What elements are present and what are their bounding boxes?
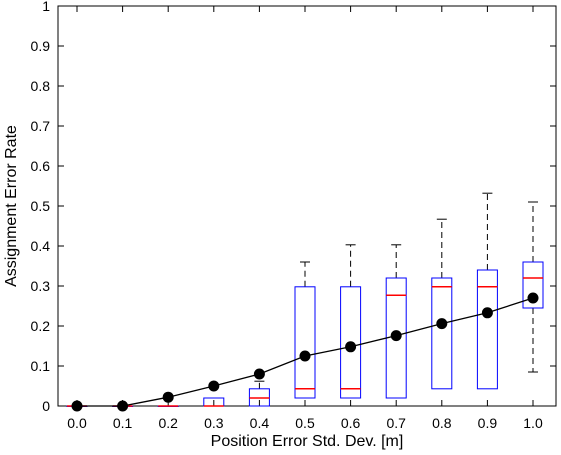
box-group <box>157 405 179 407</box>
mean-point <box>71 400 83 412</box>
box <box>340 286 362 399</box>
y-tick-label: 0.6 <box>31 158 51 174</box>
mean-point <box>162 391 174 403</box>
y-tick-label: 0.4 <box>31 238 51 254</box>
mean-point <box>253 368 265 380</box>
box <box>522 261 544 309</box>
mean-point <box>208 380 220 392</box>
x-tick-label: 0.5 <box>295 415 315 431</box>
x-tick-label: 0.0 <box>67 415 87 431</box>
x-axis: 0.0 0.1 0.2 0.3 0.4 0.5 0.6 0.7 0.8 0.9 1.0 <box>67 6 543 431</box>
box-group <box>294 261 316 399</box>
x-tick-label: 0.8 <box>432 415 452 431</box>
y-axis-label: Assignment Error Rate <box>3 125 20 287</box>
mean-point <box>345 341 357 353</box>
mean-point <box>527 292 539 304</box>
y-tick-label: 0 <box>42 398 50 414</box>
mean-point <box>436 318 448 330</box>
mean-point <box>299 350 311 362</box>
box-group <box>248 380 270 407</box>
mean-series-layer <box>71 292 539 412</box>
box-group <box>340 244 362 399</box>
x-tick-label: 0.6 <box>341 415 361 431</box>
y-axis: 0 0.1 0.2 0.3 0.4 0.5 0.6 0.7 0.8 0.9 1 <box>31 0 556 414</box>
y-tick-label: 0.3 <box>31 278 51 294</box>
y-tick-label: 0.2 <box>31 318 51 334</box>
x-tick-label: 0.7 <box>386 415 406 431</box>
box-group <box>476 192 498 390</box>
y-tick-label: 0.5 <box>31 198 51 214</box>
x-tick-label: 0.9 <box>478 415 498 431</box>
box-group <box>203 397 225 407</box>
y-tick-label: 0.1 <box>31 358 51 374</box>
box <box>431 277 453 390</box>
box <box>476 269 498 390</box>
y-tick-label: 0.9 <box>31 38 51 54</box>
mean-point <box>390 330 402 342</box>
mean-point <box>117 400 129 412</box>
x-tick-label: 0.1 <box>113 415 133 431</box>
boxes-layer <box>66 192 544 407</box>
box <box>294 286 316 399</box>
x-axis-label: Position Error Std. Dev. [m] <box>211 433 404 450</box>
plot-area <box>57 5 557 407</box>
x-tick-label: 0.3 <box>204 415 224 431</box>
y-tick-label: 0.7 <box>31 118 51 134</box>
y-tick-label: 1 <box>42 0 50 14</box>
x-tick-label: 1.0 <box>523 415 543 431</box>
box-group <box>522 201 544 373</box>
box-group <box>431 218 453 390</box>
mean-point <box>481 307 493 319</box>
x-tick-label: 0.4 <box>250 415 270 431</box>
y-tick-label: 0.8 <box>31 78 51 94</box>
x-tick-label: 0.2 <box>158 415 178 431</box>
